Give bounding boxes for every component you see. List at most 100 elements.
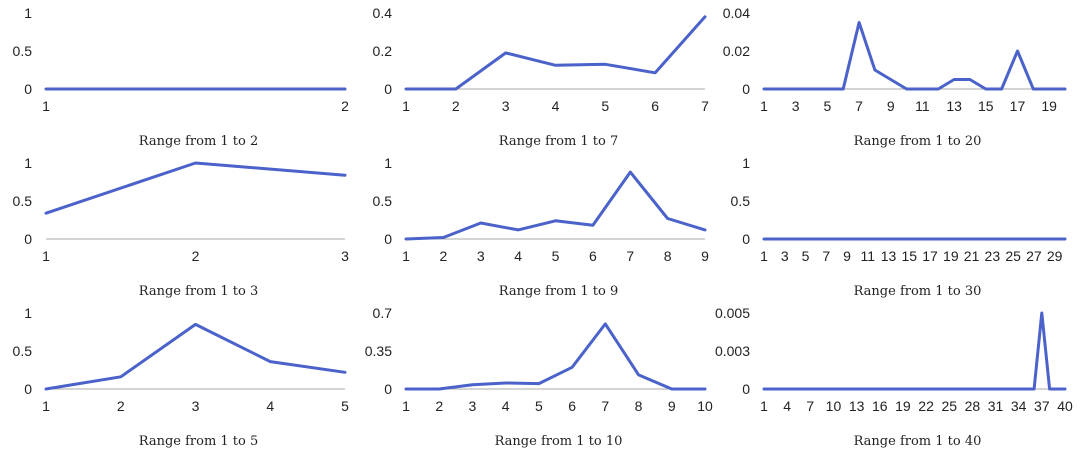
x-tick-label: 1 <box>760 98 768 114</box>
x-tick-label: 40 <box>1057 398 1073 414</box>
chart-panel-7: 0 0.5 1 1 2 3 4 5 Range from 1 to 5 <box>0 300 360 450</box>
chart-title: Range from 1 to 20 <box>854 134 982 149</box>
x-tick-label: 19 <box>895 398 911 414</box>
chart-panel-4: 0 0.5 1 1 2 3 Range from 1 to 3 <box>0 150 360 300</box>
y-tick-label: 0 <box>24 81 32 97</box>
x-tick-label: 4 <box>266 398 274 414</box>
series-line <box>762 21 1067 91</box>
chart-title: Range from 1 to 10 <box>495 434 623 449</box>
y-tick-label: 0.04 <box>723 5 750 21</box>
chart-title: Range from 1 to 40 <box>854 434 982 449</box>
x-tick-label: 27 <box>1026 248 1042 264</box>
x-tick-label: 15 <box>978 98 994 114</box>
x-tick-label: 9 <box>668 398 676 414</box>
x-tick-label: 5 <box>552 248 560 264</box>
series-line <box>762 311 1067 391</box>
chart-svg-8: 0 0.35 0.7 1 2 3 4 5 6 7 8 9 10 Range from 1 to 10 <box>365 305 713 449</box>
y-tick-label: 1 <box>384 155 392 171</box>
chart-title: Range from 1 to 30 <box>854 284 982 299</box>
x-tick-label: 31 <box>988 398 1004 414</box>
y-tick-label: 0 <box>24 231 32 247</box>
x-tick-label: 29 <box>1047 248 1063 264</box>
x-tick-label: 5 <box>802 248 810 264</box>
series-line <box>404 322 707 391</box>
x-tick-label: 4 <box>514 248 522 264</box>
y-tick-label: 0 <box>384 81 392 97</box>
x-tick-label: 6 <box>651 98 659 114</box>
y-tick-label: 0.5 <box>731 193 751 209</box>
x-tick-label: 9 <box>843 248 851 264</box>
chart-title: Range from 1 to 7 <box>499 134 619 149</box>
chart-panel-2: 0 0.2 0.4 1 2 3 4 5 6 7 Range from 1 to 7 <box>360 0 720 150</box>
x-tick-label: 9 <box>701 248 709 264</box>
x-tick-label: 2 <box>435 398 443 414</box>
x-tick-label: 2 <box>341 98 349 114</box>
x-tick-label: 3 <box>781 248 789 264</box>
x-tick-label: 13 <box>881 248 897 264</box>
x-tick-label: 2 <box>439 248 447 264</box>
x-tick-label: 4 <box>552 98 560 114</box>
y-tick-label: 0.5 <box>13 343 33 359</box>
x-tick-label: 9 <box>887 98 895 114</box>
x-tick-label: 4 <box>783 398 791 414</box>
chart-svg-4: 0 0.5 1 1 2 3 Range from 1 to 3 <box>13 155 350 299</box>
x-tick-label: 25 <box>1005 248 1021 264</box>
x-tick-label: 10 <box>826 398 842 414</box>
y-tick-label: 1 <box>742 155 750 171</box>
x-tick-label: 6 <box>568 398 576 414</box>
series-line <box>44 161 347 215</box>
y-tick-label: 0 <box>24 381 32 397</box>
y-tick-label: 0 <box>384 231 392 247</box>
x-tick-label: 13 <box>849 398 865 414</box>
x-tick-label: 2 <box>192 248 200 264</box>
x-tick-label: 16 <box>872 398 888 414</box>
y-tick-label: 0.35 <box>365 343 392 359</box>
x-tick-label: 34 <box>1011 398 1027 414</box>
x-tick-label: 5 <box>535 398 543 414</box>
chart-panel-5: 0 0.5 1 1 2 3 4 5 6 7 8 9 Range from 1 to 9 <box>360 150 720 300</box>
chart-title: Range from 1 to 2 <box>139 134 259 149</box>
x-tick-label: 3 <box>341 248 349 264</box>
chart-title: Range from 1 to 9 <box>499 284 619 299</box>
x-tick-label: 8 <box>664 248 672 264</box>
x-tick-label: 37 <box>1034 398 1050 414</box>
chart-panel-6: 0 0.5 1 1 3 5 7 9 11 13 15 17 19 21 23 25 27 29 Range from… <box>720 150 1080 300</box>
chart-title: Range from 1 to 5 <box>139 434 259 449</box>
x-tick-label: 3 <box>477 248 485 264</box>
x-tick-label: 1 <box>402 398 410 414</box>
chart-svg-7: 0 0.5 1 1 2 3 4 5 Range from 1 to 5 <box>13 305 350 449</box>
x-tick-label: 2 <box>452 98 460 114</box>
y-tick-label: 1 <box>24 5 32 21</box>
x-tick-label: 5 <box>341 398 349 414</box>
x-tick-label: 13 <box>946 98 962 114</box>
x-tick-label: 28 <box>965 398 981 414</box>
y-tick-label: 0 <box>742 81 750 97</box>
y-tick-label: 1 <box>24 155 32 171</box>
x-tick-label: 15 <box>902 248 918 264</box>
chart-svg-9: 0 0.003 0.005 1 4 7 10 13 16 19 22 25 28 31 34 37 40 Rang… <box>715 305 1073 449</box>
y-tick-label: 0 <box>742 381 750 397</box>
chart-panel-9: 0 0.003 0.005 1 4 7 10 13 16 19 22 25 28 31 34 37 40 Rang… <box>715 300 1080 450</box>
x-tick-label: 22 <box>918 398 934 414</box>
x-tick-label: 8 <box>635 398 643 414</box>
x-tick-label: 5 <box>601 98 609 114</box>
y-tick-label: 0.5 <box>13 193 33 209</box>
x-tick-label: 7 <box>822 248 830 264</box>
x-tick-label: 3 <box>192 398 200 414</box>
x-tick-label: 6 <box>589 248 597 264</box>
x-tick-label: 3 <box>502 98 510 114</box>
y-tick-label: 0 <box>384 381 392 397</box>
x-tick-label: 3 <box>792 98 800 114</box>
y-tick-label: 0.005 <box>715 305 750 321</box>
chart-panel-3: 0 0.02 0.04 1 3 5 7 9 11 13 15 17 19 Range from 1 to … <box>720 0 1080 150</box>
x-tick-label: 11 <box>861 248 876 264</box>
x-tick-label: 11 <box>915 98 930 114</box>
x-tick-label: 1 <box>402 248 410 264</box>
x-tick-label: 1 <box>42 98 50 114</box>
series-line <box>404 170 707 241</box>
x-tick-label: 19 <box>1041 98 1057 114</box>
y-tick-label: 1 <box>24 305 32 321</box>
x-tick-label: 7 <box>806 398 814 414</box>
y-tick-label: 0.5 <box>13 43 33 59</box>
